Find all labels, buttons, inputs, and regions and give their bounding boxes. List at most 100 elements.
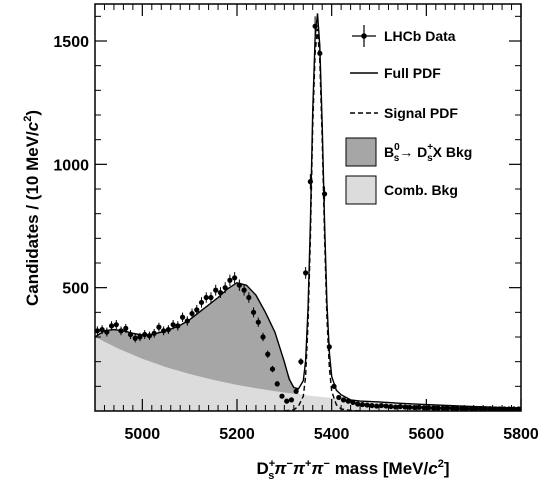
- data-point: [326, 344, 332, 350]
- data-point: [95, 328, 100, 334]
- data-point: [416, 404, 422, 410]
- data-point: [445, 405, 451, 411]
- legend-bs-sup: +: [427, 142, 433, 153]
- data-point: [383, 403, 389, 409]
- data-point: [108, 323, 115, 329]
- data-point: [198, 299, 205, 306]
- x-tick-label: 5200: [219, 426, 255, 443]
- data-point: [402, 404, 408, 410]
- y-axis-title-part: ): [23, 110, 42, 116]
- data-point: [336, 394, 342, 401]
- data-point: [407, 404, 413, 410]
- x-axis-title-part: π: [293, 459, 306, 478]
- data-point: [118, 328, 124, 334]
- data-point: [378, 402, 384, 409]
- data-point: [269, 366, 276, 372]
- legend-bs-part: B: [384, 144, 394, 160]
- data-point: [411, 404, 418, 411]
- x-axis-title: D+ sπ−π+π− mass [MeV/c2]: [256, 458, 449, 482]
- data-point: [303, 270, 309, 276]
- data-point: [364, 402, 370, 408]
- x-axis-title-part: c: [428, 459, 438, 478]
- data-point: [203, 294, 209, 301]
- legend-bs-part: →: [399, 144, 417, 160]
- data-point: [165, 327, 171, 333]
- data-point: [374, 403, 380, 409]
- data-point: [492, 406, 498, 411]
- data-point: [430, 405, 437, 411]
- data-point: [161, 328, 167, 334]
- x-axis-title-sup: 2: [438, 458, 444, 470]
- data-point: [156, 324, 162, 330]
- data-point: [113, 322, 119, 328]
- x-axis-title-sup: −: [286, 458, 292, 470]
- legend-bs-sub: s: [394, 153, 400, 164]
- legend-bs-swatch: [345, 137, 377, 167]
- data-point: [331, 383, 337, 389]
- data-point: [435, 405, 441, 411]
- legend-bs-sub: s: [427, 153, 433, 164]
- data-point: [511, 406, 517, 411]
- data-point: [208, 294, 214, 301]
- x-axis-title-part: ]: [444, 459, 450, 478]
- data-point: [123, 325, 129, 331]
- data-point: [321, 191, 328, 197]
- data-point: [355, 401, 361, 407]
- data-point: [227, 277, 233, 283]
- data-point: [392, 404, 399, 410]
- data-point: [189, 310, 195, 317]
- data-point: [449, 405, 455, 411]
- legend-label-data: LHCb Data: [384, 28, 456, 44]
- legend-label-signal: Signal PDF: [384, 105, 458, 121]
- x-tick-label: 5800: [503, 426, 539, 443]
- x-axis-title-sub: s: [268, 470, 274, 482]
- data-point: [359, 401, 366, 408]
- data-point: [194, 307, 200, 313]
- x-tick-label: 5000: [125, 426, 161, 443]
- data-point: [288, 397, 295, 403]
- data-point: [179, 314, 186, 320]
- data-point: [478, 405, 484, 411]
- legend-label-full: Full PDF: [384, 65, 441, 81]
- x-axis-title-part: π: [311, 459, 324, 478]
- y-axis-title-part: Candidates / (10 MeV/: [23, 131, 42, 306]
- plot-area: [95, 13, 521, 411]
- x-tick-label: 5600: [409, 426, 445, 443]
- y-tick-label: 500: [62, 281, 89, 298]
- data-point: [279, 393, 285, 399]
- data-point: [232, 275, 238, 281]
- data-point: [388, 403, 394, 410]
- data-point: [213, 287, 219, 293]
- data-point: [217, 290, 224, 296]
- legend-label-comb: Comb. Bkg: [384, 182, 458, 198]
- data-point: [369, 402, 375, 409]
- data-point: [497, 406, 503, 411]
- data-point: [421, 405, 427, 411]
- plot-clipped: [95, 13, 521, 411]
- data-point: [260, 334, 266, 340]
- y-tick-label: 1000: [53, 157, 89, 174]
- data-point: [99, 327, 105, 333]
- data-point: [482, 406, 489, 411]
- legend-comb-swatch: [345, 175, 377, 205]
- data-point: [250, 309, 257, 315]
- x-axis-title-sup: −: [324, 458, 330, 470]
- data-point: [345, 398, 351, 404]
- data-point: [127, 331, 134, 338]
- data-point: [459, 405, 465, 411]
- y-tick-label: 1500: [53, 34, 89, 51]
- data-point: [274, 381, 280, 387]
- x-axis-title-sup: +: [269, 458, 275, 470]
- data-point: [440, 405, 446, 411]
- data-point: [236, 282, 242, 288]
- x-axis-title-sup: +: [305, 458, 311, 470]
- data-point: [241, 287, 247, 293]
- data-point: [468, 405, 474, 411]
- x-tick-label: 5400: [314, 426, 350, 443]
- data-point: [142, 331, 148, 338]
- data-point: [307, 179, 313, 185]
- legend-bs-sup: 0: [394, 142, 400, 153]
